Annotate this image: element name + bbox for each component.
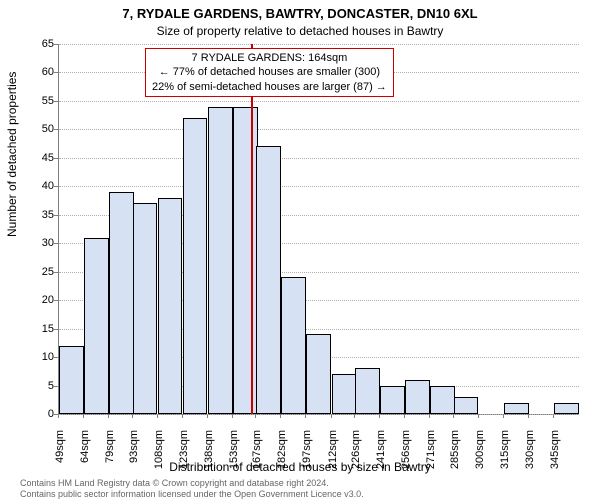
y-tick-mark [54,72,58,73]
x-tick-mark [331,414,332,418]
y-tick-mark [54,243,58,244]
y-tick-mark [54,44,58,45]
y-tick-mark [54,129,58,130]
histogram-bar [332,374,357,414]
footer-line1: Contains HM Land Registry data © Crown c… [20,478,364,489]
annotation-line3: 22% of semi-detached houses are larger (… [152,80,387,94]
histogram-bar [306,334,331,414]
x-tick-mark [354,414,355,418]
gridline-h [59,414,579,415]
y-tick-mark [54,357,58,358]
y-axis-label: Number of detached properties [5,72,19,237]
annotation-box: 7 RYDALE GARDENS: 164sqm← 77% of detache… [145,48,394,97]
gridline-h [59,186,579,187]
histogram-bar [281,277,306,414]
histogram-chart: 7, RYDALE GARDENS, BAWTRY, DONCASTER, DN… [0,0,600,500]
y-tick-label: 65 [36,38,54,50]
gridline-h [59,158,579,159]
y-tick-label: 25 [36,266,54,278]
x-tick-mark [207,414,208,418]
y-tick-mark [54,329,58,330]
y-tick-label: 15 [36,323,54,335]
y-tick-label: 35 [36,209,54,221]
histogram-bar [84,238,109,414]
footer-line2: Contains public sector information licen… [20,489,364,500]
x-tick-mark [503,414,504,418]
y-tick-label: 60 [36,66,54,78]
y-tick-mark [54,300,58,301]
annotation-line2: ← 77% of detached houses are smaller (30… [152,65,387,79]
histogram-bar [380,386,405,414]
histogram-bar [233,107,258,414]
x-tick-mark [255,414,256,418]
y-tick-mark [54,158,58,159]
y-tick-mark [54,215,58,216]
chart-title-main: 7, RYDALE GARDENS, BAWTRY, DONCASTER, DN… [0,6,600,21]
histogram-bar [109,192,134,414]
x-tick-mark [182,414,183,418]
x-tick-mark [404,414,405,418]
x-tick-mark [553,414,554,418]
x-tick-mark [453,414,454,418]
y-tick-label: 30 [36,237,54,249]
x-tick-mark [379,414,380,418]
histogram-bar [158,198,183,414]
x-tick-mark [58,414,59,418]
histogram-bar [133,203,158,414]
x-tick-mark [157,414,158,418]
y-tick-label: 50 [36,123,54,135]
x-tick-mark [305,414,306,418]
y-tick-label: 55 [36,95,54,107]
histogram-bar [59,346,84,414]
y-tick-mark [54,386,58,387]
histogram-bar [355,368,380,414]
y-tick-label: 10 [36,351,54,363]
gridline-h [59,129,579,130]
histogram-bar [430,386,455,414]
x-axis-label: Distribution of detached houses by size … [0,460,600,474]
y-tick-label: 40 [36,180,54,192]
x-tick-mark [429,414,430,418]
y-tick-label: 5 [36,380,54,392]
x-tick-mark [83,414,84,418]
y-tick-label: 0 [36,408,54,420]
histogram-bar [208,107,233,414]
y-tick-mark [54,272,58,273]
y-tick-label: 45 [36,152,54,164]
marker-line [251,44,253,414]
histogram-bar [454,397,479,414]
chart-title-sub: Size of property relative to detached ho… [0,24,600,38]
annotation-line1: 7 RYDALE GARDENS: 164sqm [152,51,387,65]
y-tick-mark [54,101,58,102]
histogram-bar [256,146,281,414]
y-tick-mark [54,186,58,187]
x-tick-mark [478,414,479,418]
x-tick-mark [528,414,529,418]
histogram-bar [183,118,208,414]
histogram-bar [405,380,430,414]
y-tick-label: 20 [36,294,54,306]
x-tick-mark [280,414,281,418]
x-tick-mark [232,414,233,418]
x-tick-mark [132,414,133,418]
x-tick-mark [108,414,109,418]
plot-area: 7 RYDALE GARDENS: 164sqm← 77% of detache… [58,44,579,415]
footer-attribution: Contains HM Land Registry data © Crown c… [20,478,364,500]
histogram-bar [554,403,579,414]
histogram-bar [504,403,529,414]
gridline-h [59,101,579,102]
gridline-h [59,44,579,45]
